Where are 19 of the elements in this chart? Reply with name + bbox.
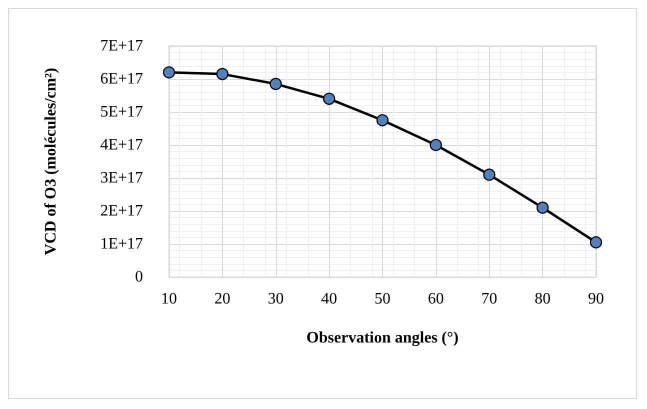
- y-tick-label: 2E+17: [100, 202, 143, 220]
- y-tick-label: 1E+17: [100, 236, 143, 252]
- x-tick-label: 10: [161, 290, 177, 308]
- y-tick-label: 3E+17: [100, 170, 143, 186]
- x-tick-label: 80: [534, 290, 551, 308]
- y-tick-label: 7E+17: [100, 38, 143, 54]
- x-tick-label: 50: [374, 290, 390, 308]
- y-tick-label: 0: [135, 268, 143, 286]
- x-axis-title: Observation angles (°): [306, 330, 459, 346]
- y-tick-label: 5E+17: [100, 104, 143, 120]
- x-tick-label: 60: [428, 290, 444, 308]
- x-tick-label: 30: [268, 290, 284, 308]
- x-tick-label: 70: [481, 290, 498, 308]
- y-tick-label: 4E+17: [100, 136, 143, 154]
- x-tick-label: 90: [588, 290, 604, 308]
- x-tick-label: 20: [214, 290, 230, 308]
- x-tick-label: 40: [321, 290, 338, 308]
- y-axis-title: VCD of O3 (molécules/cm²): [42, 68, 60, 256]
- y-tick-label: 6E+17: [100, 70, 143, 88]
